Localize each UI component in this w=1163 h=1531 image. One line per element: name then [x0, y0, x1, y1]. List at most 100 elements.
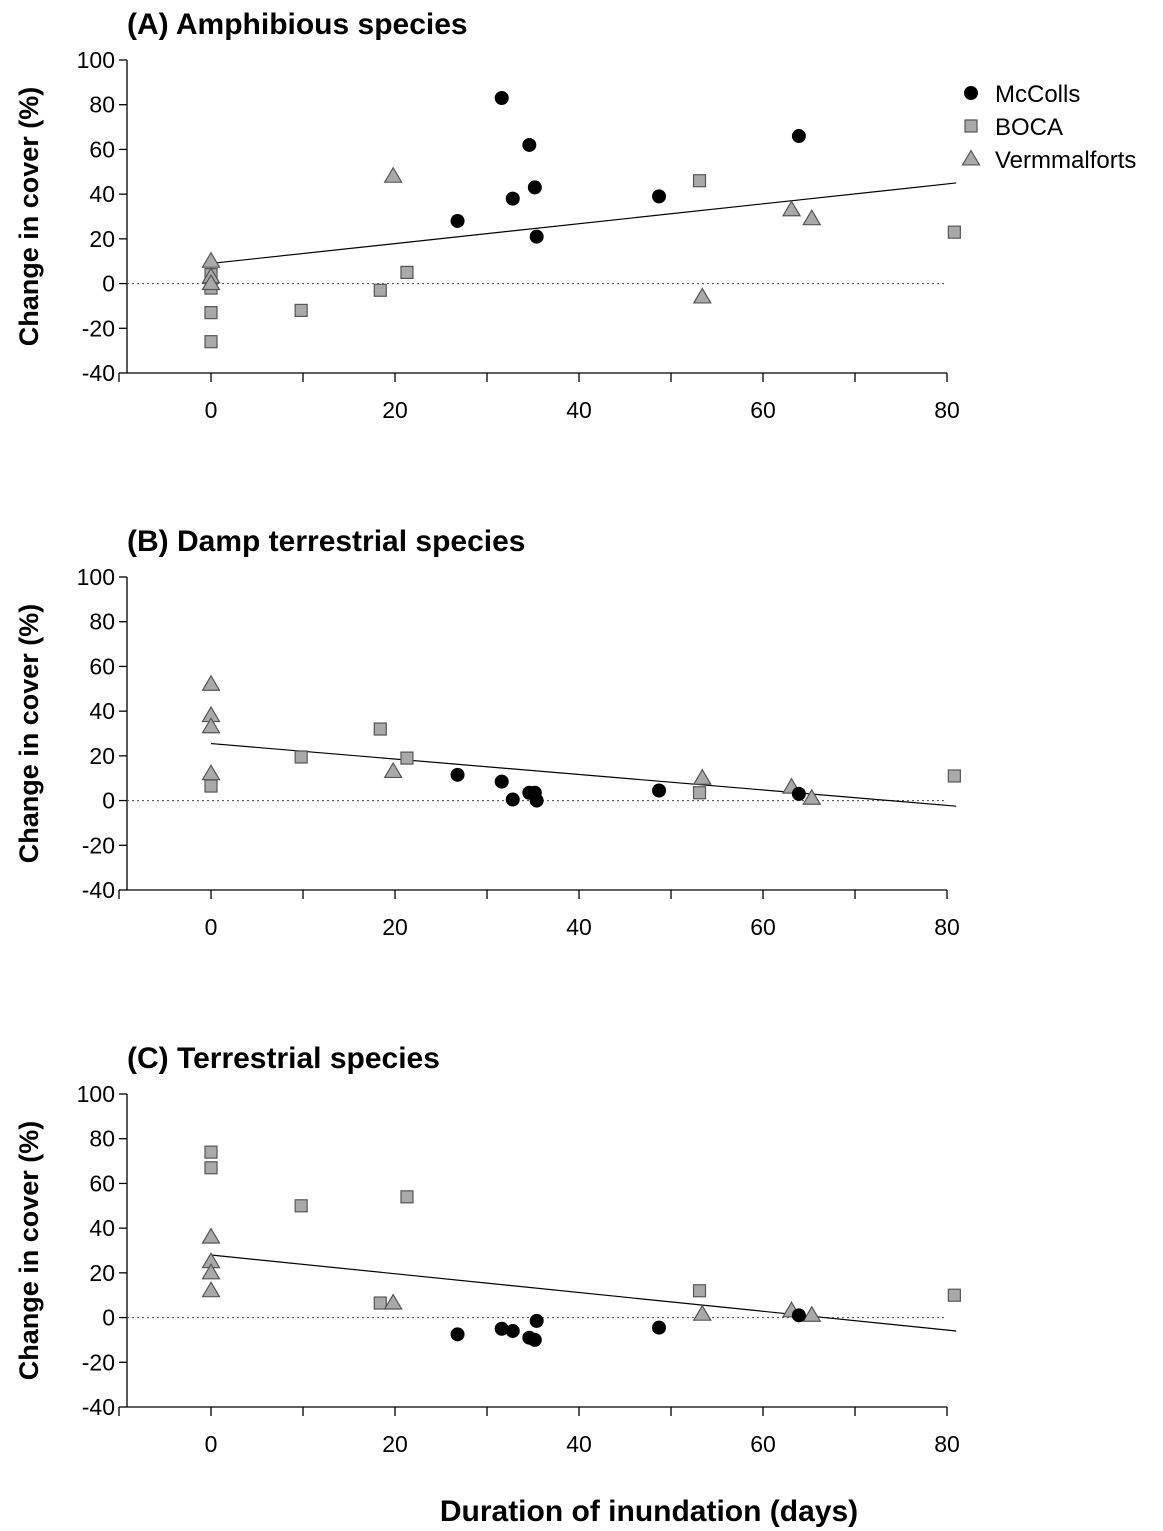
trend-line — [210, 742, 957, 807]
point-boca — [204, 779, 218, 793]
panel-1: (A) Amphibious species Change in cover (%… — [14, 8, 961, 423]
point-mccolls — [505, 792, 520, 807]
point-boca — [204, 1161, 218, 1175]
point-boca — [400, 1190, 414, 1204]
point-boca — [294, 303, 308, 317]
point-vermmalforts — [201, 1263, 221, 1280]
y-tick-label: 60 — [89, 136, 115, 162]
point-mccolls — [505, 191, 520, 206]
point-vermmalforts — [802, 788, 822, 805]
trend-line — [210, 182, 957, 265]
y-tick-label: 20 — [89, 1260, 115, 1286]
point-mccolls — [522, 137, 537, 152]
y-tick-label: 20 — [89, 743, 115, 769]
y-tick-label: 60 — [89, 653, 115, 679]
y-tick-label: 100 — [77, 1081, 115, 1107]
legend-label-mccolls: McColls — [995, 81, 1080, 108]
series-vermmalforts — [201, 1227, 822, 1322]
y-tick-label: 40 — [89, 698, 115, 724]
point-vermmalforts — [201, 1227, 221, 1244]
x-tick-label: 0 — [205, 1431, 218, 1457]
point-vermmalforts — [201, 273, 221, 291]
point-vermmalforts — [383, 166, 403, 183]
point-vermmalforts — [383, 1293, 403, 1310]
point-vermmalforts — [802, 1305, 822, 1322]
point-boca — [373, 283, 387, 297]
series-mccolls — [450, 767, 806, 808]
point-boca — [373, 722, 387, 736]
legend-marker-mccolls — [964, 86, 978, 100]
point-mccolls — [529, 793, 544, 808]
x-tick-label: 0 — [205, 914, 218, 940]
y-tick-label: 40 — [89, 1215, 115, 1241]
x-tick-label: 20 — [382, 1431, 408, 1457]
point-vermmalforts — [692, 1304, 712, 1321]
y-tick-label: -40 — [82, 1394, 115, 1420]
point-vermmalforts — [692, 768, 712, 785]
point-vermmalforts — [201, 1281, 221, 1298]
point-vermmalforts — [802, 209, 822, 226]
y-tick-label: -20 — [82, 315, 115, 341]
point-boca — [400, 265, 414, 279]
y-tick-label: -20 — [82, 832, 115, 858]
legend-marker-boca — [964, 119, 978, 133]
series-vermmalforts — [201, 674, 822, 805]
x-tick-label: 60 — [750, 397, 776, 423]
point-boca — [204, 335, 218, 349]
x-tick-label: 80 — [934, 1431, 960, 1457]
trend-line — [210, 1254, 957, 1332]
y-tick-label: -40 — [82, 877, 115, 903]
y-axis-title: Change in cover (%) — [14, 1121, 44, 1381]
point-mccolls — [494, 774, 509, 789]
point-vermmalforts — [692, 287, 712, 304]
y-tick-label: 100 — [77, 47, 115, 73]
x-tick-label: 80 — [934, 914, 960, 940]
point-mccolls — [494, 91, 509, 106]
series-mccolls — [450, 1308, 806, 1347]
x-axis-title: Duration of inundation (days) — [440, 1495, 858, 1528]
point-mccolls — [791, 1308, 806, 1323]
x-tick-label: 60 — [750, 914, 776, 940]
y-tick-label: 80 — [89, 609, 115, 635]
legend-marker-vermmalforts — [961, 149, 981, 166]
x-tick-label: 20 — [382, 914, 408, 940]
y-tick-label: 40 — [89, 181, 115, 207]
point-vermmalforts — [201, 251, 221, 268]
x-tick-label: 40 — [566, 1431, 592, 1457]
point-boca — [692, 786, 707, 800]
panel-title: (C) Terrestrial species — [127, 1042, 440, 1075]
x-tick-label: 40 — [566, 397, 592, 423]
point-mccolls — [527, 180, 542, 195]
y-tick-label: 60 — [89, 1170, 115, 1196]
point-mccolls — [450, 213, 465, 228]
point-boca — [204, 306, 218, 320]
point-mccolls — [450, 1327, 465, 1342]
y-tick-label: -20 — [82, 1349, 115, 1375]
x-tick-label: 40 — [566, 914, 592, 940]
y-tick-label: 80 — [89, 92, 115, 118]
series-vermmalforts — [201, 166, 822, 304]
point-mccolls — [791, 786, 806, 801]
panel-3: (C) Terrestrial species Change in cover (… — [14, 1042, 961, 1457]
y-tick-label: 80 — [89, 1126, 115, 1152]
y-tick-label: 100 — [77, 564, 115, 590]
y-tick-label: 0 — [102, 1305, 115, 1331]
y-axis-title: Change in cover (%) — [14, 604, 44, 864]
series-boca — [204, 1145, 961, 1310]
point-vermmalforts — [781, 200, 802, 217]
point-vermmalforts — [201, 674, 221, 691]
point-mccolls — [791, 129, 806, 144]
panel-title: (B) Damp terrestrial species — [127, 525, 526, 558]
point-mccolls — [527, 1332, 542, 1347]
point-mccolls — [505, 1323, 520, 1338]
point-boca — [692, 174, 707, 188]
point-boca — [947, 1288, 961, 1302]
y-tick-label: -40 — [82, 360, 115, 386]
point-boca — [692, 1284, 707, 1298]
x-tick-label: 60 — [750, 1431, 776, 1457]
panel-title: (A) Amphibious species — [127, 8, 468, 41]
point-mccolls — [652, 189, 667, 204]
point-boca — [947, 225, 961, 239]
point-boca — [294, 1199, 308, 1213]
point-boca — [294, 750, 308, 764]
